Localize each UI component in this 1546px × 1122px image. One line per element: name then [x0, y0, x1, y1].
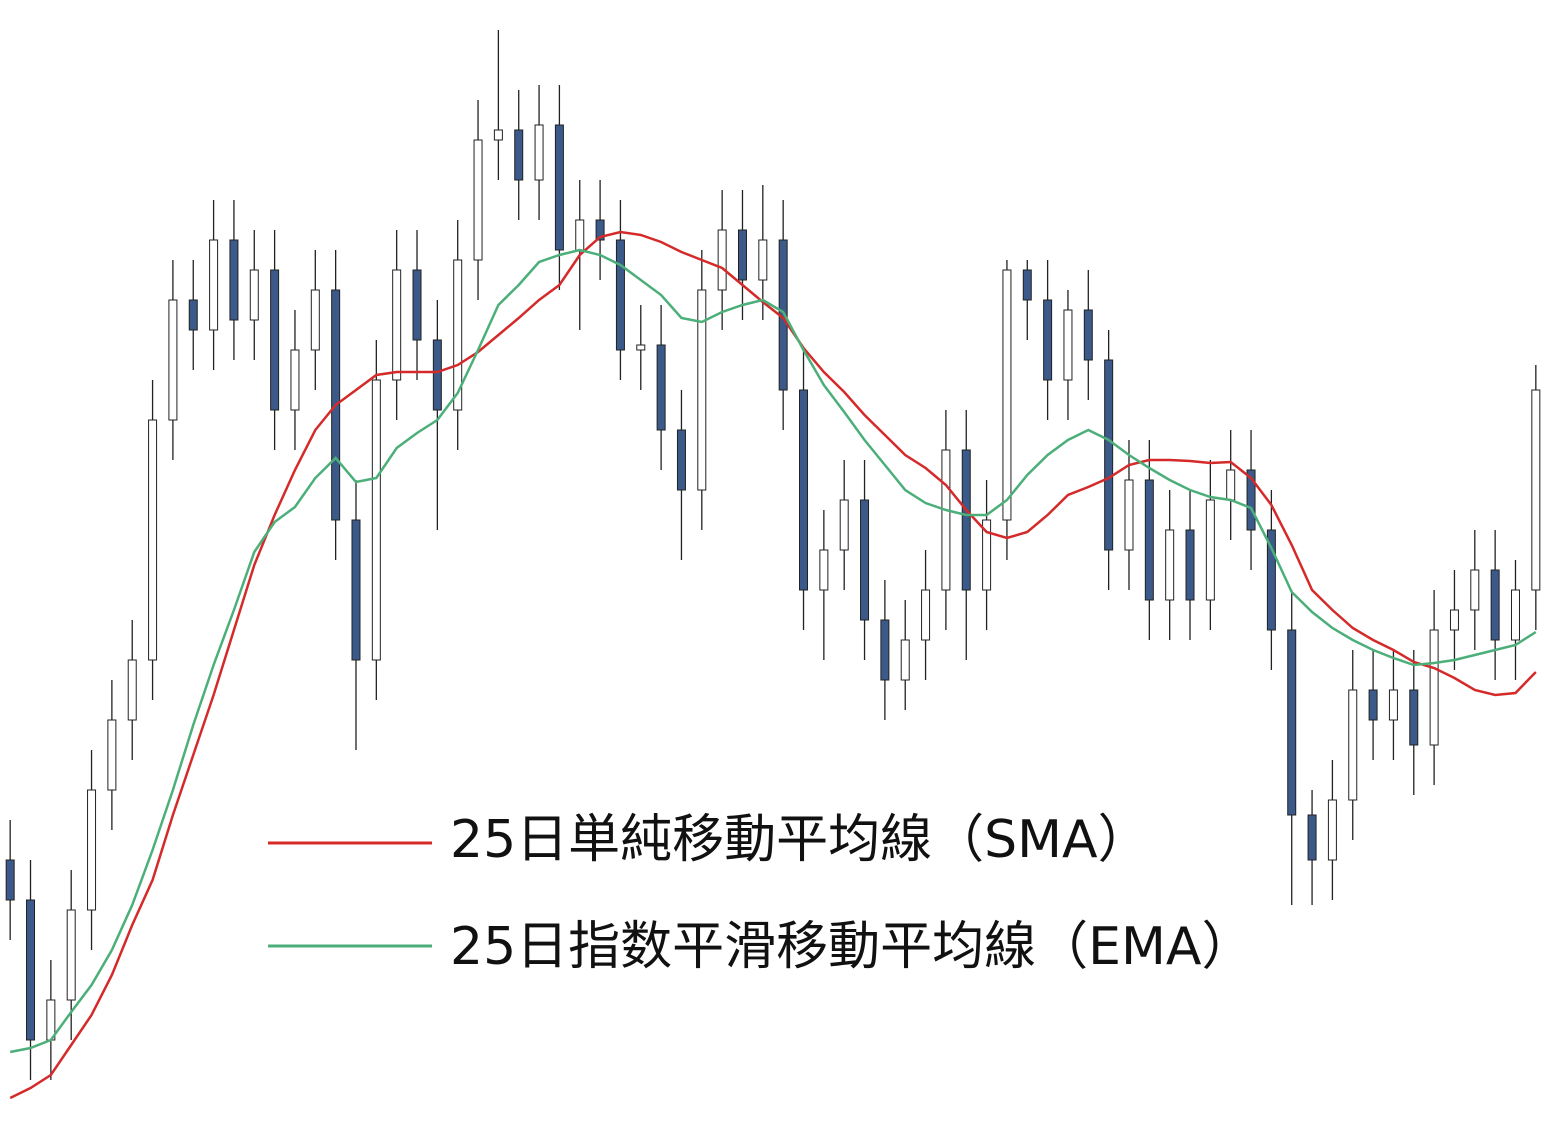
- candle-body: [1124, 479, 1134, 551]
- candle-body: [453, 259, 463, 411]
- candle-body: [1246, 469, 1256, 531]
- candle-body: [1022, 269, 1032, 301]
- candle-body: [860, 499, 870, 621]
- candle-body: [1083, 309, 1093, 361]
- candle-body: [1287, 629, 1297, 816]
- candle-body: [188, 299, 198, 331]
- candle-body: [534, 124, 544, 181]
- candle-body: [921, 589, 931, 641]
- candle-body: [26, 899, 36, 1041]
- candle-body: [1104, 359, 1114, 551]
- candle-body: [839, 499, 849, 551]
- candle-body: [432, 339, 442, 411]
- legend-box: [440, 905, 1440, 1000]
- candle-body: [514, 129, 524, 181]
- candle-body: [1063, 309, 1073, 381]
- candle-body: [290, 349, 300, 411]
- candle-body: [819, 549, 829, 591]
- candle-body: [310, 289, 320, 351]
- candle-body: [209, 239, 219, 331]
- candle-body: [392, 269, 402, 381]
- candle-body: [1470, 569, 1480, 611]
- candle-body: [1205, 499, 1215, 601]
- candle-body: [1043, 299, 1053, 381]
- candle-body: [1409, 689, 1419, 746]
- candle-body: [270, 269, 280, 411]
- candle-body: [961, 449, 971, 591]
- candle-body: [575, 219, 585, 251]
- candle-body: [1307, 814, 1317, 861]
- candle-body: [1002, 269, 1012, 521]
- candle-body: [1226, 469, 1236, 501]
- plot-area: [5, 30, 1541, 1100]
- candle-body: [46, 999, 56, 1041]
- candle-body: [880, 619, 890, 681]
- moving-average-line: [9, 230, 1537, 1100]
- candle-body: [1388, 689, 1398, 721]
- candle-body: [148, 419, 158, 661]
- candle-body: [595, 219, 605, 241]
- candle-body: [799, 389, 809, 591]
- candle-body: [676, 429, 686, 491]
- candle-body: [900, 639, 910, 681]
- candle-body: [656, 344, 666, 431]
- candle-body: [1510, 589, 1520, 641]
- legend: 25日単純移動平均線（SMA） 25日指数平滑移動平均線（EMA）: [268, 800, 1440, 1000]
- candle-body: [412, 269, 422, 341]
- legend-label: 25日単純移動平均線（SMA）: [450, 810, 1150, 870]
- candle-body: [1490, 569, 1500, 641]
- candle-body: [1165, 529, 1175, 601]
- candle-body: [1449, 609, 1459, 631]
- candle-body: [636, 344, 646, 351]
- candle-body: [473, 139, 483, 261]
- candle-body: [554, 124, 564, 251]
- candle-body: [107, 719, 117, 791]
- candle-body: [87, 789, 97, 911]
- candle-body: [493, 129, 503, 141]
- candle-body: [1327, 799, 1337, 861]
- legend-box: [440, 800, 1220, 890]
- candle-body: [1144, 479, 1154, 601]
- candle-body: [982, 519, 992, 591]
- candle-body: [737, 229, 747, 281]
- candle-body: [1266, 529, 1276, 631]
- candle-body: [1185, 529, 1195, 601]
- moving-average-line: [9, 248, 1537, 1054]
- candle-body: [168, 299, 178, 421]
- legend-label: 25日指数平滑移動平均線（EMA）: [450, 917, 1253, 977]
- candle-body: [127, 659, 137, 721]
- candle-body: [1368, 689, 1378, 721]
- candle-body: [371, 379, 381, 661]
- candle-body: [758, 239, 768, 281]
- candle-body: [615, 239, 625, 351]
- candle-body: [717, 229, 727, 291]
- candle-body: [249, 269, 259, 321]
- candle-body: [351, 519, 361, 661]
- candle-body: [941, 449, 951, 591]
- candle-body: [229, 239, 239, 321]
- candle-body: [1531, 389, 1541, 591]
- candle-body: [5, 859, 15, 901]
- candle-body: [697, 289, 707, 491]
- candle-body: [1348, 689, 1358, 801]
- candle-body: [66, 909, 76, 1001]
- candle-body: [1429, 629, 1439, 746]
